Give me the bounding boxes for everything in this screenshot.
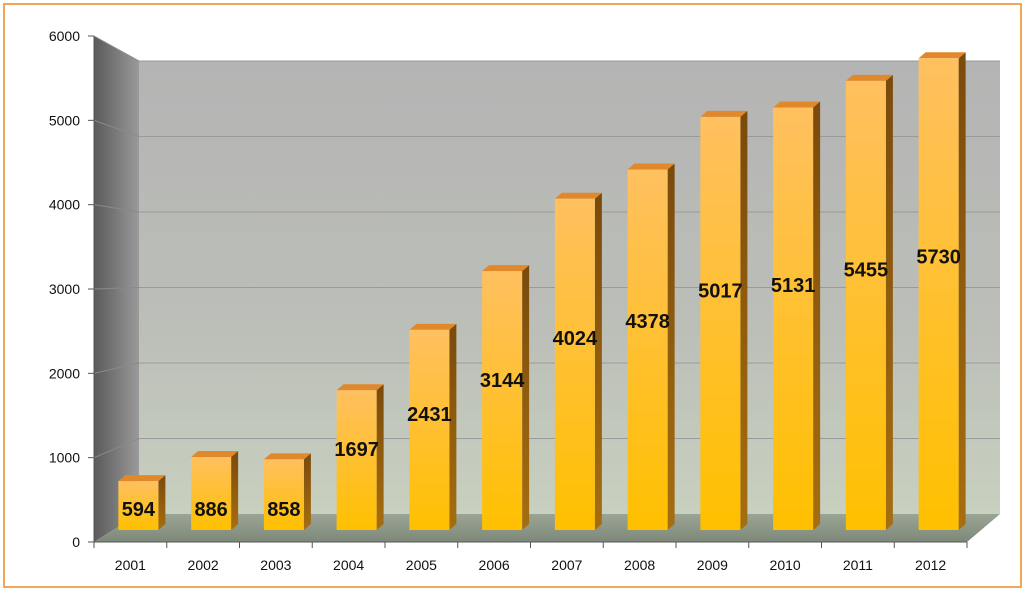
bar-side-face [522, 265, 530, 530]
data-label: 3144 [480, 370, 525, 392]
bar-front-face [191, 457, 232, 530]
bar-top-face [918, 52, 966, 59]
bar [191, 451, 239, 530]
bar-top-face [773, 101, 821, 108]
data-label: 4378 [625, 311, 670, 333]
y-tick-label: 5000 [49, 112, 80, 128]
gridline-side [93, 204, 140, 213]
data-label: 886 [194, 499, 227, 521]
bar [409, 323, 457, 530]
bar [845, 74, 893, 530]
bar [773, 101, 821, 530]
bar-front-face [700, 116, 741, 531]
bar-side-face [958, 52, 966, 530]
bar-top-face [554, 192, 602, 199]
bar-side-face [376, 384, 384, 530]
bar-top-face [700, 110, 748, 117]
bar-side-face [231, 451, 239, 530]
bar [627, 163, 675, 530]
bar-front-face [482, 271, 523, 530]
bar [263, 453, 311, 530]
bar [482, 265, 530, 530]
x-tick-label: 2011 [843, 557, 873, 573]
x-tick-label: 2010 [770, 557, 801, 573]
bar-side-face [667, 163, 675, 530]
x-tick-label: 2008 [624, 557, 655, 573]
data-label: 4024 [553, 328, 598, 350]
data-label: 2431 [407, 404, 452, 426]
data-label: 5730 [916, 246, 961, 268]
gridline-side [93, 287, 140, 290]
y-tick-label: 3000 [49, 281, 80, 297]
x-axis-ticks: 2001 2002 2003 2004 2005 2006 2007 2008 2009 2010… [93, 542, 968, 573]
bar [118, 475, 166, 530]
bar-top-face [482, 265, 530, 272]
x-tick-label: 2007 [551, 557, 582, 573]
bar-front-face [336, 390, 377, 530]
bar [918, 52, 966, 530]
y-tick-label: 2000 [49, 365, 80, 381]
x-tick-label: 2006 [479, 557, 510, 573]
bar-front-face [554, 198, 595, 530]
gridline-side [93, 119, 140, 137]
bar-front-face [263, 459, 304, 530]
bar-side-face [740, 110, 748, 531]
bar-side-face [885, 74, 893, 530]
y-tick-label: 0 [72, 534, 80, 550]
x-tick-label: 2004 [333, 557, 364, 573]
bar-top-face [263, 453, 311, 460]
bar-top-face [191, 451, 239, 458]
bar-front-face [918, 58, 959, 530]
chart-frame [3, 3, 1022, 588]
bar [336, 384, 384, 530]
bar-front-face [627, 169, 668, 530]
data-label: 5131 [771, 275, 816, 297]
bar-top-face [845, 74, 893, 81]
bar-side-face [449, 323, 457, 530]
x-tick-label: 2009 [697, 557, 728, 573]
bar-top-face [627, 163, 675, 170]
bar-front-face [409, 329, 450, 530]
side-wall [94, 36, 139, 542]
bar-side-face [594, 192, 602, 530]
gridline-side [93, 438, 140, 459]
y-axis-ticks: 0 1000 2000 3000 4000 5000 6000 [49, 28, 94, 550]
bar-front-face [118, 481, 159, 530]
data-label: 5017 [698, 280, 743, 302]
bar [554, 192, 602, 530]
bar-front-face [773, 107, 814, 530]
bar-side-face [813, 101, 821, 530]
y-tick-label: 6000 [49, 28, 80, 44]
bars [118, 52, 966, 531]
x-tick-label: 2012 [915, 557, 946, 573]
bar-top-face [118, 475, 166, 482]
y-tick-label: 1000 [49, 450, 80, 466]
x-tick-label: 2003 [260, 557, 291, 573]
data-label: 594 [122, 499, 156, 521]
data-label: 1697 [334, 439, 379, 461]
bar [700, 110, 748, 531]
bar-top-face [409, 323, 457, 330]
bar-top-face [336, 384, 384, 391]
y-tick-label: 4000 [49, 197, 80, 213]
gridline-side [93, 35, 140, 62]
x-tick-label: 2001 [115, 557, 146, 573]
bar-side-face [158, 475, 166, 530]
data-labels: 594 886 858 1697 2431 3144 4024 4378 5017 5131 545… [122, 246, 961, 521]
data-label: 5455 [844, 260, 889, 282]
gridline-side [93, 362, 140, 374]
data-label: 858 [267, 499, 300, 521]
x-tick-label: 2005 [406, 557, 437, 573]
bar-front-face [845, 80, 886, 530]
bar-side-face [303, 453, 311, 530]
x-tick-label: 2002 [188, 557, 219, 573]
